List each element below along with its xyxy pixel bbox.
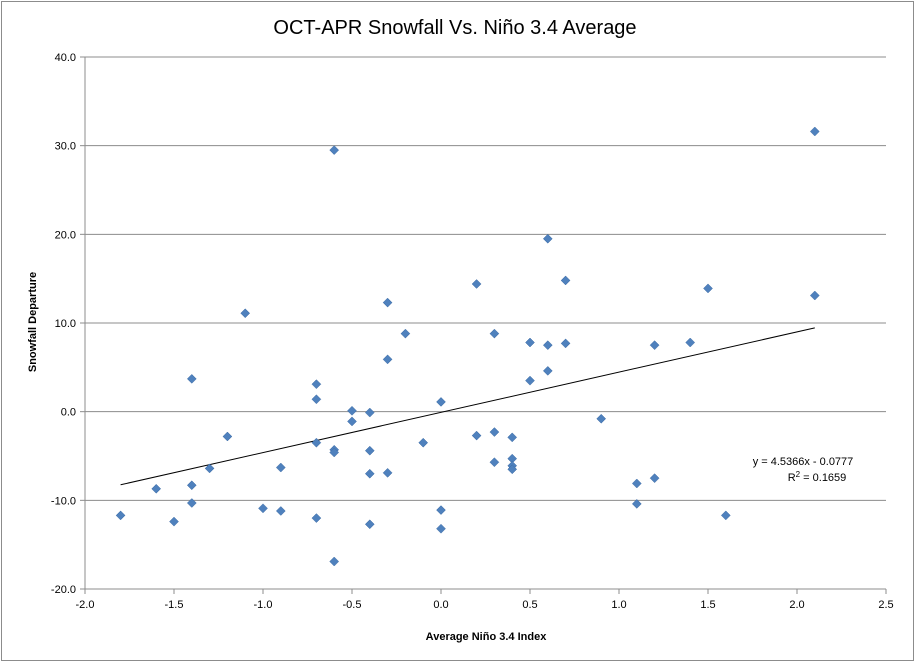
data-point bbox=[542, 233, 553, 244]
data-point bbox=[489, 427, 500, 437]
x-tick-label: 0.5 bbox=[522, 599, 537, 611]
data-point bbox=[631, 478, 642, 489]
y-tick-labels: -20.0 -10.0 0.0 10.0 20.0 30.0 40.0 bbox=[51, 52, 76, 596]
x-tick-label: -2.0 bbox=[76, 599, 95, 611]
data-point bbox=[329, 556, 340, 567]
y-tick-label: 0.0 bbox=[61, 407, 76, 419]
r-squared-label: R2 = 0.1659 bbox=[788, 470, 847, 484]
data-point bbox=[809, 126, 820, 137]
data-point bbox=[720, 510, 731, 521]
data-point bbox=[275, 462, 286, 473]
data-point bbox=[151, 483, 162, 494]
data-point bbox=[186, 374, 197, 384]
y-tick-label: 10.0 bbox=[55, 318, 76, 330]
x-tick-label: 0.0 bbox=[433, 599, 448, 611]
data-point bbox=[347, 416, 357, 427]
data-point bbox=[489, 457, 500, 468]
data-point bbox=[471, 279, 482, 289]
x-tick-label: 1.0 bbox=[611, 599, 626, 611]
data-point bbox=[560, 338, 571, 349]
data-point bbox=[809, 290, 820, 301]
data-point bbox=[311, 437, 322, 448]
x-tick-label: 2.5 bbox=[878, 599, 893, 611]
data-point bbox=[364, 445, 375, 456]
data-point bbox=[507, 432, 518, 443]
trendline bbox=[120, 327, 815, 486]
trendline-line bbox=[120, 327, 815, 486]
y-tick-label: 30.0 bbox=[55, 141, 76, 153]
data-point bbox=[649, 340, 660, 351]
data-point bbox=[329, 145, 340, 155]
trendline-equation: y = 4.5366x - 0.0777 bbox=[753, 456, 854, 468]
data-point bbox=[685, 337, 696, 348]
data-point bbox=[525, 375, 535, 386]
y-tick-label: 20.0 bbox=[55, 229, 76, 241]
x-tick-labels: -2.0 -1.5 -1.0 -0.5 0.0 0.5 1.0 1.5 2.0 2.5 bbox=[76, 599, 894, 611]
data-point bbox=[596, 413, 607, 424]
data-point bbox=[382, 297, 393, 308]
data-point bbox=[382, 354, 393, 365]
data-point bbox=[186, 498, 197, 508]
x-axis-title: Average Niño 3.4 Index bbox=[426, 631, 548, 643]
data-point bbox=[115, 510, 126, 521]
data-point bbox=[631, 499, 642, 509]
x-tick-label: -1.5 bbox=[165, 599, 184, 611]
data-point bbox=[204, 463, 215, 474]
data-point bbox=[169, 516, 179, 527]
data-point bbox=[542, 340, 553, 351]
data-point bbox=[703, 283, 713, 294]
data-points bbox=[115, 126, 820, 567]
r-squared-prefix: R bbox=[788, 472, 796, 484]
x-tick-label: 2.0 bbox=[789, 599, 804, 611]
data-point bbox=[364, 407, 375, 418]
data-point bbox=[489, 328, 500, 339]
data-point bbox=[186, 480, 197, 491]
data-point bbox=[525, 337, 535, 348]
data-point bbox=[258, 503, 268, 514]
data-point bbox=[542, 366, 553, 376]
data-point bbox=[382, 467, 393, 478]
x-tick-label: -1.0 bbox=[254, 599, 273, 611]
data-point bbox=[347, 405, 357, 416]
data-point bbox=[418, 437, 429, 448]
r-squared-superscript: 2 bbox=[796, 470, 801, 479]
axes bbox=[80, 56, 887, 594]
data-point bbox=[222, 431, 233, 442]
data-point bbox=[649, 473, 660, 484]
data-point bbox=[400, 328, 411, 339]
data-point bbox=[311, 394, 322, 405]
y-tick-label: 40.0 bbox=[55, 52, 76, 64]
data-point bbox=[311, 513, 322, 523]
data-point bbox=[507, 464, 518, 475]
data-point bbox=[240, 308, 251, 319]
x-tick-label: 1.5 bbox=[700, 599, 715, 611]
y-axis-title: Snowfall Departure bbox=[27, 272, 39, 372]
data-point bbox=[560, 275, 571, 286]
data-point bbox=[329, 447, 340, 458]
data-point bbox=[275, 506, 286, 516]
data-point bbox=[436, 397, 446, 407]
r-squared-value: = 0.1659 bbox=[800, 472, 846, 484]
y-tick-label: -20.0 bbox=[51, 584, 76, 596]
data-point bbox=[364, 519, 375, 530]
data-point bbox=[436, 505, 446, 515]
data-point bbox=[436, 523, 446, 534]
x-tick-label: -0.5 bbox=[343, 599, 362, 611]
chart-title: OCT-APR Snowfall Vs. Niño 3.4 Average bbox=[273, 17, 636, 39]
data-point bbox=[471, 430, 482, 441]
y-tick-label: -10.0 bbox=[51, 495, 76, 507]
data-point bbox=[364, 468, 375, 479]
gridlines bbox=[85, 56, 886, 501]
data-point bbox=[311, 379, 322, 390]
